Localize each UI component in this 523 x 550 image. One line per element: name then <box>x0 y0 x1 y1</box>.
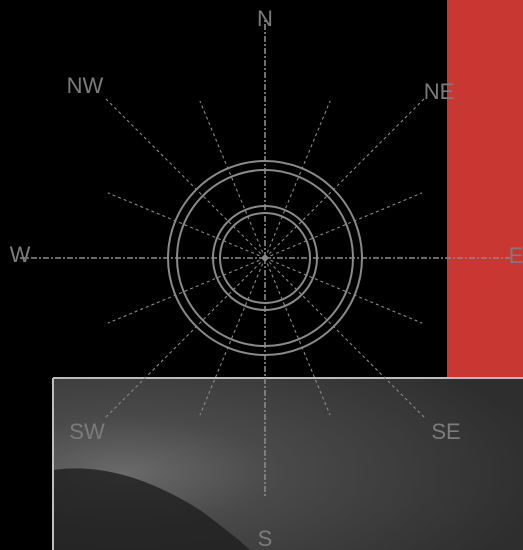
spoke <box>105 257 266 418</box>
direction-label: SE <box>431 419 460 444</box>
spoke <box>264 192 423 259</box>
photo-border <box>52 377 523 550</box>
spoke <box>264 100 331 259</box>
photo-shadow <box>53 468 250 550</box>
red-panel <box>447 0 523 378</box>
spoke <box>107 192 266 259</box>
spoke <box>264 98 425 259</box>
spoke <box>264 257 423 324</box>
photo-panel <box>52 377 523 550</box>
direction-label: N <box>257 6 273 31</box>
direction-label: NE <box>424 79 455 104</box>
spoke <box>264 257 331 416</box>
direction-label: E <box>509 243 523 268</box>
spoke <box>264 257 425 418</box>
spoke <box>199 257 266 416</box>
spoke <box>199 100 266 259</box>
compass-rose <box>20 18 510 498</box>
spoke <box>107 257 266 324</box>
spoke <box>105 98 266 259</box>
direction-label: SW <box>69 419 105 444</box>
direction-label: W <box>10 242 31 267</box>
direction-label: S <box>258 526 273 550</box>
direction-label: NW <box>67 73 104 98</box>
